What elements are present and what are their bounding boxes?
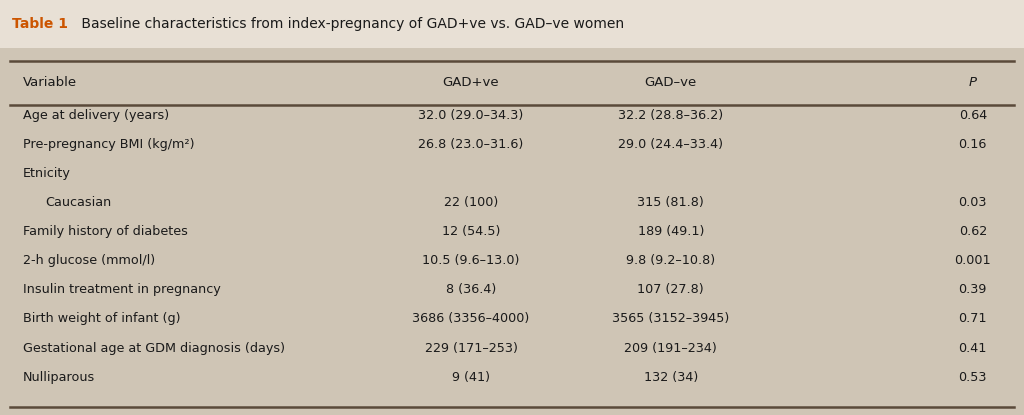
FancyBboxPatch shape bbox=[0, 48, 1024, 415]
Text: 32.0 (29.0–34.3): 32.0 (29.0–34.3) bbox=[419, 109, 523, 122]
Text: Birth weight of infant (g): Birth weight of infant (g) bbox=[23, 312, 180, 325]
Text: Caucasian: Caucasian bbox=[45, 196, 112, 209]
Text: 3686 (3356–4000): 3686 (3356–4000) bbox=[413, 312, 529, 325]
Text: Gestational age at GDM diagnosis (days): Gestational age at GDM diagnosis (days) bbox=[23, 342, 285, 354]
Text: Age at delivery (years): Age at delivery (years) bbox=[23, 109, 169, 122]
Text: 189 (49.1): 189 (49.1) bbox=[638, 225, 703, 238]
FancyBboxPatch shape bbox=[0, 0, 1024, 48]
Text: Insulin treatment in pregnancy: Insulin treatment in pregnancy bbox=[23, 283, 220, 296]
Text: 9.8 (9.2–10.8): 9.8 (9.2–10.8) bbox=[626, 254, 716, 267]
Text: Nulliparous: Nulliparous bbox=[23, 371, 95, 383]
Text: Table 1: Table 1 bbox=[12, 17, 69, 31]
Text: 229 (171–253): 229 (171–253) bbox=[425, 342, 517, 354]
Text: 0.53: 0.53 bbox=[958, 371, 987, 383]
Text: 0.16: 0.16 bbox=[958, 138, 987, 151]
Text: Pre-pregnancy BMI (kg/m²): Pre-pregnancy BMI (kg/m²) bbox=[23, 138, 194, 151]
Text: 22 (100): 22 (100) bbox=[444, 196, 498, 209]
Text: 315 (81.8): 315 (81.8) bbox=[637, 196, 705, 209]
Text: Family history of diabetes: Family history of diabetes bbox=[23, 225, 187, 238]
Text: 32.2 (28.8–36.2): 32.2 (28.8–36.2) bbox=[618, 109, 723, 122]
Text: Etnicity: Etnicity bbox=[23, 167, 71, 180]
Text: 209 (191–234): 209 (191–234) bbox=[625, 342, 717, 354]
Text: GAD+ve: GAD+ve bbox=[442, 76, 500, 89]
Text: 29.0 (24.4–33.4): 29.0 (24.4–33.4) bbox=[618, 138, 723, 151]
Text: GAD–ve: GAD–ve bbox=[644, 76, 697, 89]
Text: 0.001: 0.001 bbox=[954, 254, 991, 267]
Text: 0.71: 0.71 bbox=[958, 312, 987, 325]
Text: 26.8 (23.0–31.6): 26.8 (23.0–31.6) bbox=[419, 138, 523, 151]
Text: 0.41: 0.41 bbox=[958, 342, 987, 354]
Text: P: P bbox=[969, 76, 977, 89]
Text: 3565 (3152–3945): 3565 (3152–3945) bbox=[612, 312, 729, 325]
Text: 132 (34): 132 (34) bbox=[644, 371, 697, 383]
Text: 2-h glucose (mmol/l): 2-h glucose (mmol/l) bbox=[23, 254, 155, 267]
Text: 12 (54.5): 12 (54.5) bbox=[441, 225, 501, 238]
Text: 8 (36.4): 8 (36.4) bbox=[445, 283, 497, 296]
Text: 9 (41): 9 (41) bbox=[452, 371, 490, 383]
Text: 0.39: 0.39 bbox=[958, 283, 987, 296]
Text: 0.62: 0.62 bbox=[958, 225, 987, 238]
Text: 10.5 (9.6–13.0): 10.5 (9.6–13.0) bbox=[422, 254, 520, 267]
Text: 0.03: 0.03 bbox=[958, 196, 987, 209]
Text: Variable: Variable bbox=[23, 76, 77, 89]
Text: 0.64: 0.64 bbox=[958, 109, 987, 122]
Text: 107 (27.8): 107 (27.8) bbox=[637, 283, 705, 296]
Text: Baseline characteristics from index-pregnancy of GAD+ve vs. GAD–ve women: Baseline characteristics from index-preg… bbox=[77, 17, 624, 31]
